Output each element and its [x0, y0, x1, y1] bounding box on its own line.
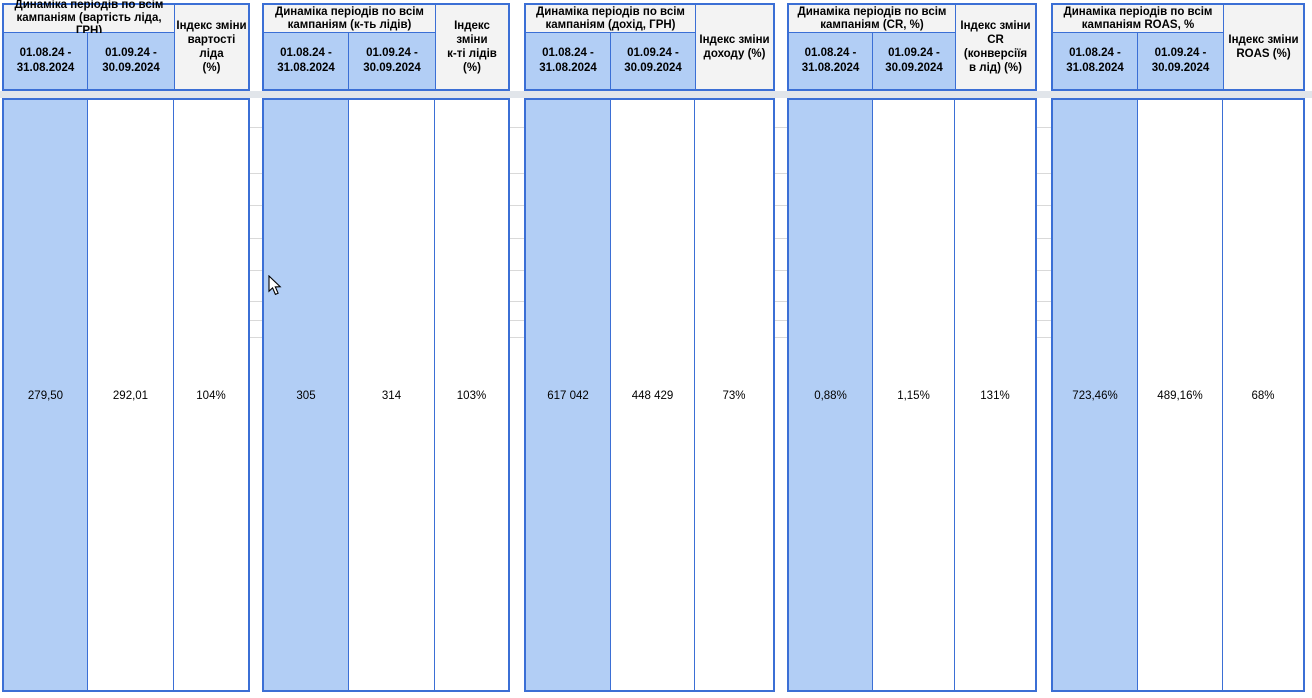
body-table-revenue: 617 042 448 429 73%	[524, 98, 775, 692]
period-1-header[interactable]: 01.08.24 - 31.08.2024	[789, 33, 873, 89]
period-1-column[interactable]: 305	[264, 100, 349, 690]
table-title[interactable]: Динаміка періодів по всім кампаніям (CR,…	[789, 5, 955, 33]
sheet-gutter[interactable]	[775, 98, 787, 692]
index-header[interactable]: Індекс зміни вартості ліда (%)	[174, 5, 248, 89]
period-2-value[interactable]: 489,16%	[1157, 390, 1203, 402]
header-table-roas: Динаміка періодів по всім кампаніям ROAS…	[1051, 3, 1305, 91]
index-column[interactable]: 68%	[1223, 100, 1303, 690]
body-table-cost-per-lead: 279,50 292,01 104%	[2, 98, 250, 692]
header-table-cr: Динаміка періодів по всім кампаніям (CR,…	[787, 3, 1037, 91]
period-1-column[interactable]: 279,50	[4, 100, 88, 690]
period-2-header[interactable]: 01.09.24 - 30.09.2024	[88, 33, 174, 89]
index-column[interactable]: 104%	[174, 100, 248, 690]
index-header[interactable]: Індекс зміни доходу (%)	[695, 5, 773, 89]
sheet-gutter[interactable]	[510, 98, 524, 692]
index-value[interactable]: 131%	[980, 390, 1010, 402]
period-1-value[interactable]: 279,50	[27, 390, 64, 402]
sheet-gutter[interactable]	[1037, 98, 1051, 692]
period-1-header[interactable]: 01.08.24 - 31.08.2024	[1053, 33, 1138, 89]
body-table-cr: 0,88% 1,15% 131%	[787, 98, 1037, 692]
period-2-header[interactable]: 01.09.24 - 30.09.2024	[611, 33, 695, 89]
body-table-leads-count: 305 314 103%	[262, 98, 510, 692]
mouse-cursor-icon	[268, 275, 282, 296]
body-table-roas: 723,46% 489,16% 68%	[1051, 98, 1305, 692]
sheet-gutter[interactable]	[250, 98, 262, 692]
period-1-value[interactable]: 617 042	[547, 390, 589, 402]
index-header[interactable]: Індекс зміни CR (конверсіїя в лід) (%)	[955, 5, 1035, 89]
period-2-value[interactable]: 448 429	[631, 390, 674, 402]
period-2-column[interactable]: 1,15%	[873, 100, 955, 690]
index-column[interactable]: 131%	[955, 100, 1035, 690]
period-2-header[interactable]: 01.09.24 - 30.09.2024	[1138, 33, 1223, 89]
index-column[interactable]: 103%	[435, 100, 508, 690]
sheet-row-separator	[0, 91, 1312, 98]
period-2-column[interactable]: 314	[349, 100, 435, 690]
period-1-column[interactable]: 723,46%	[1053, 100, 1138, 690]
period-1-value[interactable]: 723,46%	[1072, 390, 1118, 402]
period-1-header[interactable]: 01.08.24 - 31.08.2024	[526, 33, 611, 89]
header-table-revenue: Динаміка періодів по всім кампаніям (дох…	[524, 3, 775, 91]
header-table-leads-count: Динаміка періодів по всім кампаніям (к-т…	[262, 3, 510, 91]
period-1-column[interactable]: 617 042	[526, 100, 611, 690]
index-column[interactable]: 73%	[695, 100, 773, 690]
table-title[interactable]: Динаміка періодів по всім кампаніям ROAS…	[1053, 5, 1223, 33]
index-value[interactable]: 104%	[196, 390, 226, 402]
period-2-value[interactable]: 314	[381, 390, 402, 402]
table-title[interactable]: Динаміка періодів по всім кампаніям (к-т…	[264, 5, 435, 33]
period-1-value[interactable]: 0,88%	[814, 390, 847, 402]
index-value[interactable]: 68%	[1251, 390, 1275, 402]
index-value[interactable]: 73%	[722, 390, 746, 402]
period-1-value[interactable]: 305	[296, 390, 316, 402]
period-2-value[interactable]: 292,01	[112, 390, 149, 402]
header-table-cost-per-lead: Динаміка періодів по всім кампаніям (вар…	[2, 0, 250, 91]
table-title[interactable]: Динаміка періодів по всім кампаніям (вар…	[4, 0, 174, 37]
period-1-header[interactable]: 01.08.24 - 31.08.2024	[264, 33, 349, 89]
period-1-column[interactable]: 0,88%	[789, 100, 873, 690]
period-2-value[interactable]: 1,15%	[897, 390, 930, 402]
period-1-header[interactable]: 01.08.24 - 31.08.2024	[4, 33, 88, 89]
period-2-column[interactable]: 292,01	[88, 100, 174, 690]
index-header[interactable]: Індекс зміни к-ті лідів (%)	[435, 5, 508, 89]
period-2-column[interactable]: 448 429	[611, 100, 695, 690]
period-2-header[interactable]: 01.09.24 - 30.09.2024	[349, 33, 435, 89]
period-2-column[interactable]: 489,16%	[1138, 100, 1223, 690]
index-value[interactable]: 103%	[456, 390, 487, 402]
index-header[interactable]: Індекс зміни ROAS (%)	[1223, 5, 1303, 89]
table-title[interactable]: Динаміка періодів по всім кампаніям (дох…	[526, 5, 695, 33]
period-2-header[interactable]: 01.09.24 - 30.09.2024	[873, 33, 955, 89]
